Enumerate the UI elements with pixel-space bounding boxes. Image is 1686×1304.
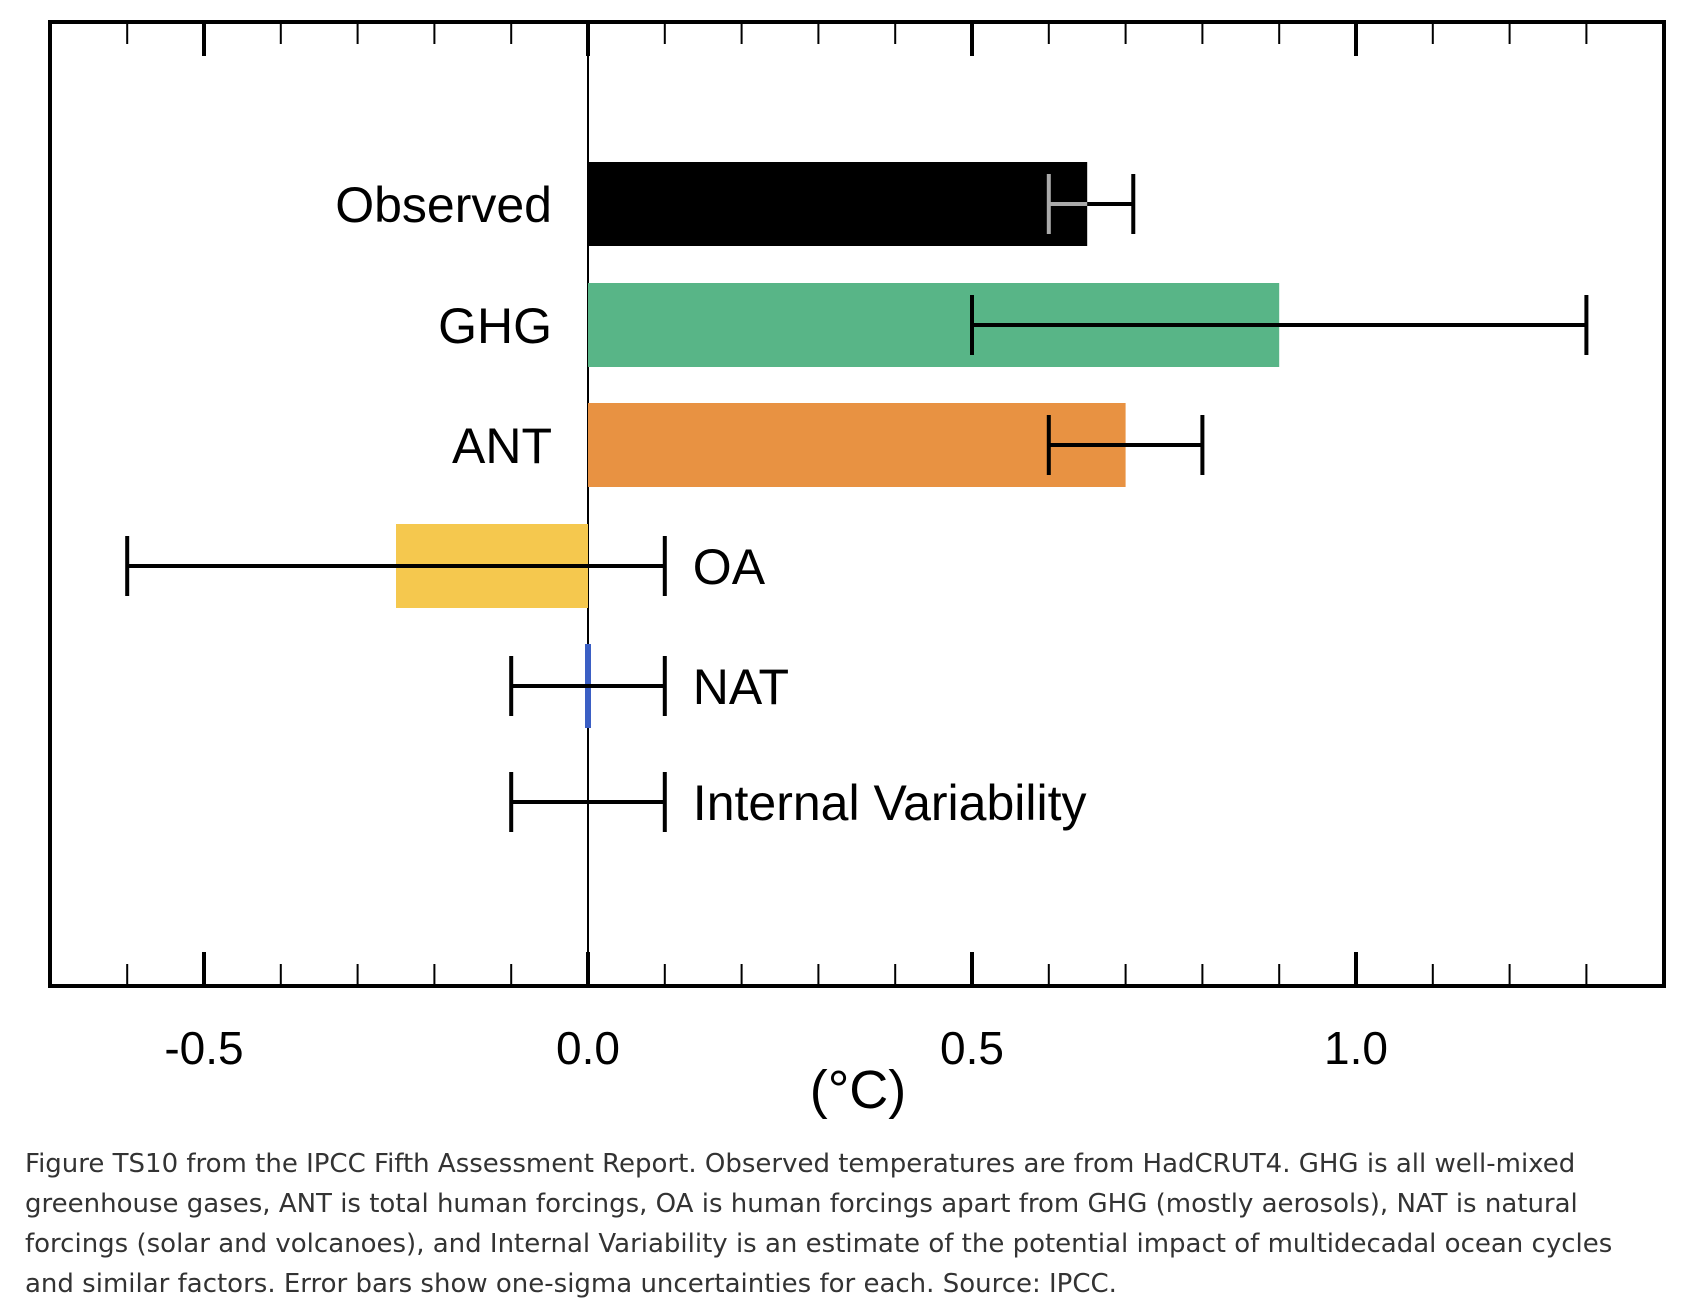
error-bars <box>125 174 1589 832</box>
error-bar <box>1046 174 1136 234</box>
x-tick-labels: -0.5 0.0 0.5 1.0 <box>164 1022 1388 1074</box>
x-tick-label: 1.0 <box>1324 1022 1388 1074</box>
category-labels: Observed GHG ANT OA NAT Internal Variability <box>335 177 1086 831</box>
figure-caption: Figure TS10 from the IPCC Fifth Assessme… <box>25 1149 1613 1299</box>
x-tick-label: -0.5 <box>164 1022 243 1074</box>
category-label: ANT <box>452 418 552 474</box>
error-bar <box>125 536 667 596</box>
x-axis-label: (°C) <box>810 1060 907 1120</box>
category-label: OA <box>693 539 766 595</box>
category-label: Internal Variability <box>693 775 1087 831</box>
bar <box>588 162 1088 246</box>
bar <box>588 403 1126 487</box>
category-label: Observed <box>335 177 552 233</box>
category-label: GHG <box>438 298 552 354</box>
error-bar <box>509 772 667 832</box>
plot-frame <box>48 20 1666 988</box>
category-label: NAT <box>693 659 789 715</box>
error-bar <box>970 295 1589 355</box>
error-bar <box>509 656 667 716</box>
x-tick-label: 0.5 <box>940 1022 1004 1074</box>
bars <box>396 162 1280 728</box>
x-tick-label: 0.0 <box>556 1022 620 1074</box>
error-bar <box>1046 415 1205 475</box>
